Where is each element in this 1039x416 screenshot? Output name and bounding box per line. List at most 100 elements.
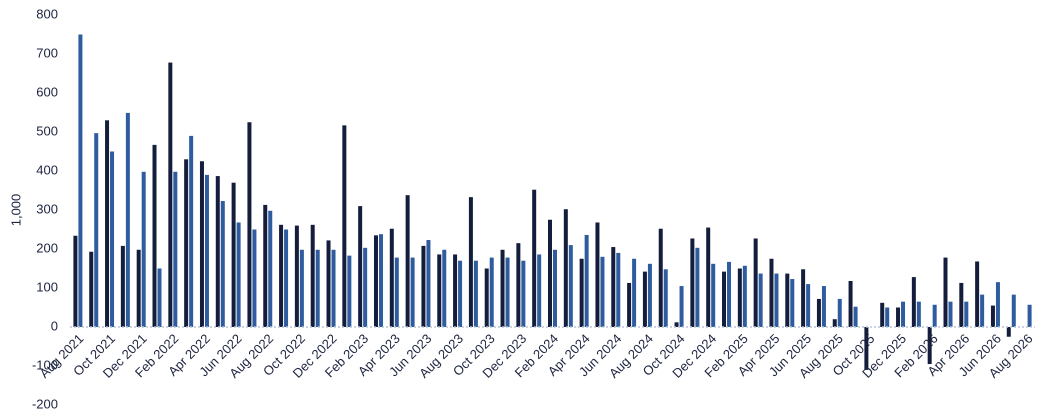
bar bbox=[279, 224, 284, 327]
bar bbox=[737, 268, 742, 327]
bar bbox=[141, 171, 146, 327]
bar bbox=[157, 268, 162, 327]
bar bbox=[706, 227, 711, 327]
bar bbox=[410, 257, 415, 327]
bar bbox=[421, 245, 426, 327]
bar bbox=[263, 204, 268, 327]
bar bbox=[611, 247, 616, 327]
bar bbox=[215, 176, 220, 327]
bar bbox=[315, 249, 320, 327]
y-tick-label: -100 bbox=[32, 357, 58, 372]
y-tick-label: 300 bbox=[36, 201, 58, 216]
bar bbox=[816, 298, 821, 327]
bar bbox=[916, 301, 921, 327]
bar bbox=[579, 258, 584, 327]
bar bbox=[722, 271, 727, 327]
bar bbox=[247, 122, 252, 327]
y-tick-label: 600 bbox=[36, 84, 58, 99]
y-tick-label: 400 bbox=[36, 162, 58, 177]
bar bbox=[806, 284, 811, 327]
bar bbox=[1027, 304, 1032, 327]
bar bbox=[769, 258, 774, 327]
bar bbox=[595, 222, 600, 327]
bar bbox=[880, 302, 885, 327]
bar bbox=[136, 249, 141, 327]
bar bbox=[821, 286, 826, 327]
bar bbox=[695, 247, 700, 327]
bar bbox=[426, 240, 431, 327]
bar bbox=[521, 260, 526, 327]
bar bbox=[389, 228, 394, 327]
bar bbox=[342, 125, 347, 328]
bar bbox=[711, 263, 716, 327]
bar bbox=[373, 235, 378, 327]
bar bbox=[896, 307, 901, 327]
bar bbox=[453, 254, 458, 327]
bar bbox=[189, 135, 194, 327]
bar bbox=[853, 306, 858, 327]
bar bbox=[584, 234, 589, 327]
bar bbox=[110, 151, 115, 327]
bar bbox=[837, 298, 842, 327]
bar bbox=[774, 273, 779, 327]
bar bbox=[679, 286, 684, 327]
bar bbox=[537, 254, 542, 327]
bar bbox=[94, 133, 99, 327]
y-tick-label: 800 bbox=[36, 6, 58, 21]
bar bbox=[173, 171, 178, 327]
bar bbox=[758, 273, 763, 327]
bar bbox=[948, 301, 953, 327]
bar bbox=[363, 247, 368, 327]
bar bbox=[284, 229, 289, 327]
bar bbox=[442, 249, 447, 327]
bar bbox=[204, 174, 209, 327]
bar bbox=[458, 260, 463, 327]
bar bbox=[1006, 327, 1011, 337]
y-axis-title: 1,000 bbox=[8, 194, 23, 227]
bar bbox=[801, 269, 806, 327]
bar bbox=[505, 257, 510, 327]
bar bbox=[727, 261, 732, 327]
bar bbox=[199, 161, 204, 327]
bar bbox=[489, 257, 494, 327]
bar bbox=[473, 260, 478, 327]
bar bbox=[980, 294, 985, 327]
bar bbox=[911, 277, 916, 327]
bar bbox=[184, 159, 189, 327]
bar bbox=[553, 249, 557, 327]
bar bbox=[120, 245, 125, 327]
bar bbox=[326, 240, 331, 327]
y-tick-label: 100 bbox=[36, 279, 58, 294]
bar bbox=[89, 251, 94, 327]
bar bbox=[642, 271, 647, 327]
bar bbox=[674, 322, 679, 327]
bar bbox=[468, 197, 473, 327]
bar bbox=[663, 269, 668, 327]
bar bbox=[600, 256, 605, 327]
bar bbox=[932, 304, 937, 327]
bar bbox=[943, 257, 948, 327]
bar bbox=[358, 206, 363, 327]
bar bbox=[964, 301, 969, 327]
y-tick-label: -200 bbox=[32, 396, 58, 411]
bar bbox=[347, 255, 352, 327]
bar bbox=[1011, 294, 1016, 327]
bar bbox=[885, 307, 890, 327]
bar bbox=[753, 238, 758, 327]
bar bbox=[516, 243, 521, 327]
bar bbox=[236, 222, 241, 327]
bar bbox=[742, 265, 747, 327]
y-tick-label: 0 bbox=[51, 318, 58, 333]
y-tick-label: 700 bbox=[36, 45, 58, 60]
bar bbox=[484, 268, 489, 327]
bar bbox=[378, 234, 383, 327]
bar bbox=[995, 282, 1000, 327]
bar bbox=[658, 228, 663, 327]
bar bbox=[647, 263, 652, 327]
bar bbox=[848, 280, 853, 327]
bar bbox=[294, 225, 299, 327]
y-tick-label: 200 bbox=[36, 240, 58, 255]
y-tick-label: 500 bbox=[36, 123, 58, 138]
